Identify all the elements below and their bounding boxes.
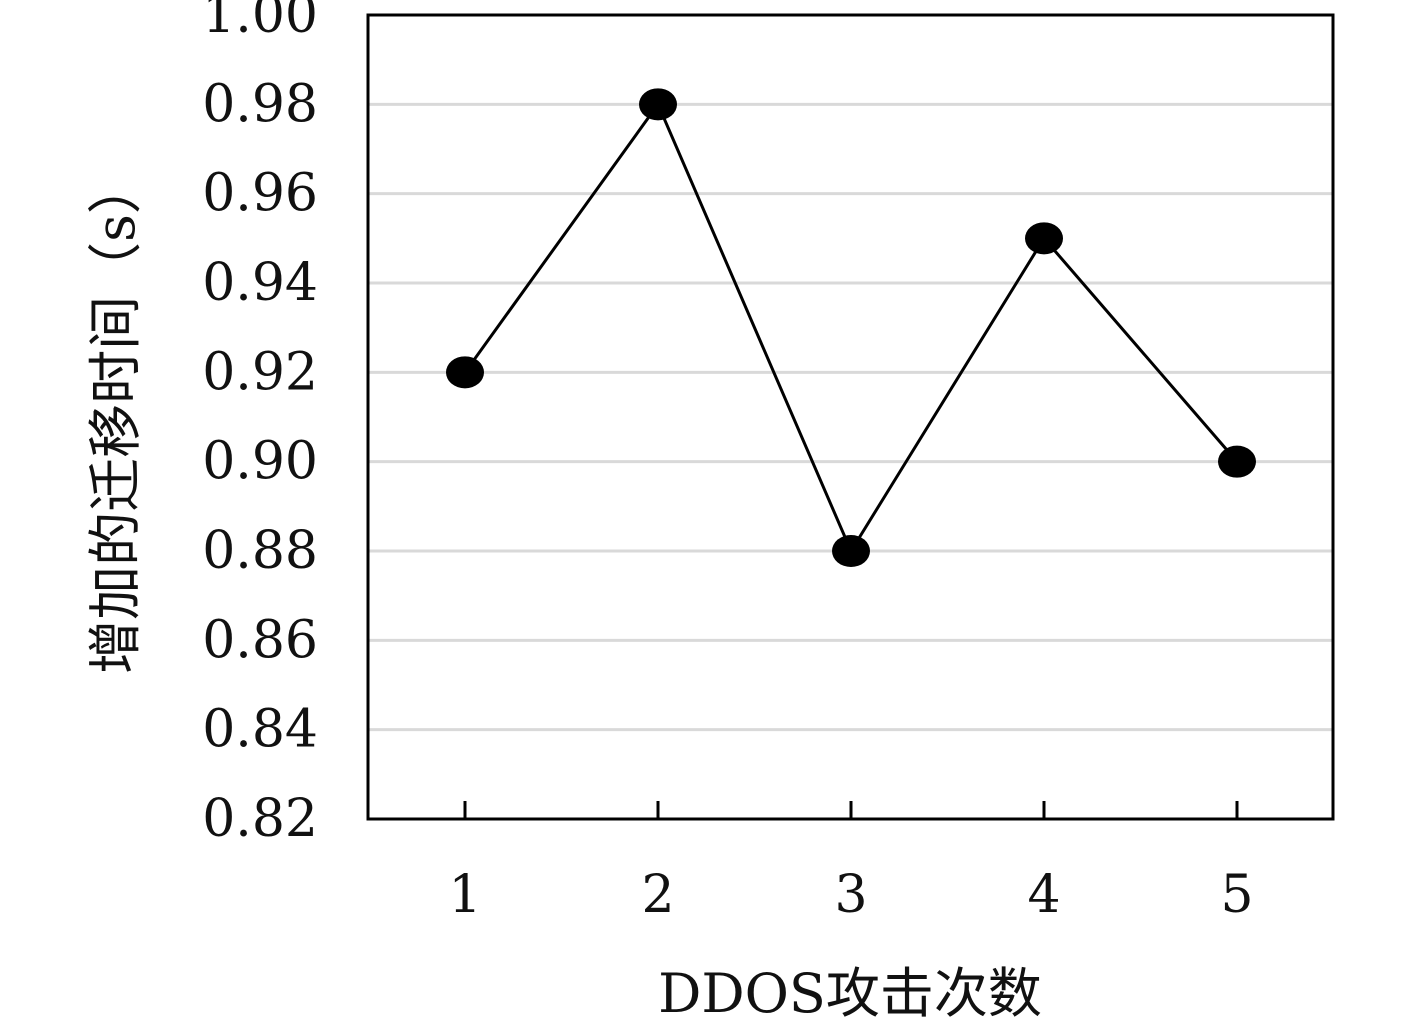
y-axis-tick-labels: 0.82 0.84 0.86 0.88 0.90 0.92 0.94 0.96 0.98 1.00 bbox=[202, 0, 318, 849]
data-point bbox=[1218, 445, 1256, 478]
x-tick-label: 4 bbox=[1027, 865, 1060, 925]
series-line bbox=[463, 101, 1239, 555]
data-point bbox=[446, 356, 484, 389]
x-tick-label: 5 bbox=[1220, 865, 1253, 925]
y-tick-label: 0.86 bbox=[202, 610, 318, 670]
x-axis-title: DDOS攻击次数 bbox=[658, 962, 1042, 1025]
x-tick-label: 2 bbox=[641, 865, 674, 925]
x-axis-tick-labels: 1 2 3 4 5 bbox=[448, 865, 1253, 925]
y-tick-label: 0.82 bbox=[202, 789, 318, 849]
gridlines bbox=[368, 102, 1333, 732]
data-point bbox=[832, 535, 870, 567]
y-tick-label: 0.90 bbox=[202, 432, 318, 492]
x-tick-label: 1 bbox=[448, 865, 481, 925]
y-tick-label: 0.98 bbox=[202, 74, 318, 134]
y-axis-title: 增加的迁移时间（s） bbox=[84, 160, 147, 674]
y-tick-label: 0.88 bbox=[202, 521, 318, 581]
y-tick-label: 0.94 bbox=[202, 253, 318, 313]
data-point bbox=[639, 88, 677, 121]
y-tick-label: 0.84 bbox=[202, 700, 318, 760]
x-tick-label: 3 bbox=[834, 865, 867, 925]
y-tick-label: 1.00 bbox=[202, 0, 318, 45]
plot-frame bbox=[366, 13, 1335, 821]
data-point bbox=[1025, 222, 1063, 255]
y-tick-label: 0.96 bbox=[202, 164, 318, 224]
data-series bbox=[446, 88, 1256, 567]
x-axis-tick-marks bbox=[463, 801, 1239, 819]
y-tick-label: 0.92 bbox=[202, 342, 318, 402]
